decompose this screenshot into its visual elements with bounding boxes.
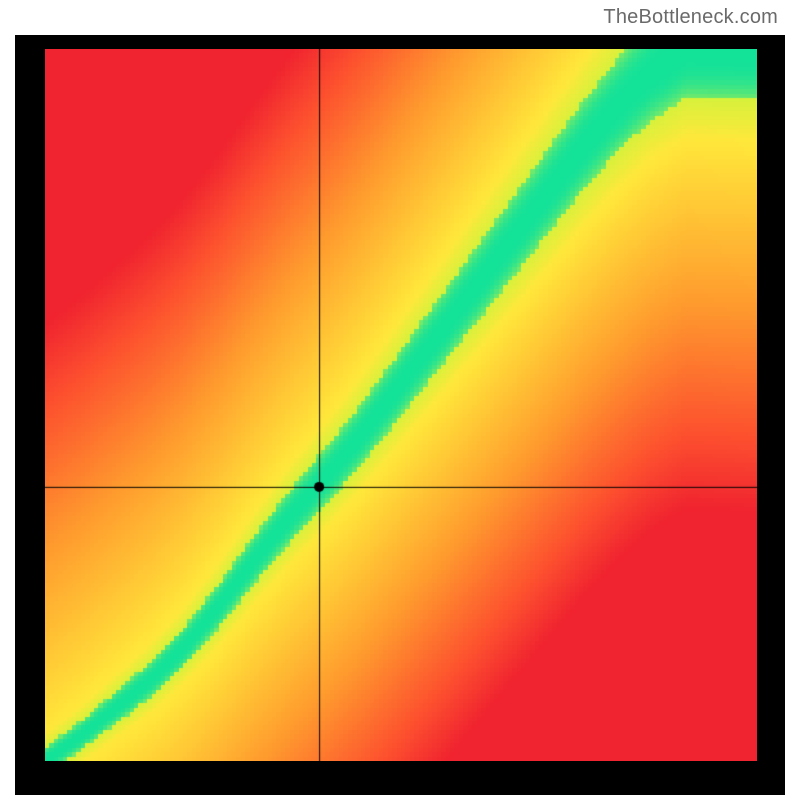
plot-frame	[15, 35, 785, 795]
watermark-text: TheBottleneck.com	[603, 6, 778, 29]
chart-container: TheBottleneck.com	[0, 0, 800, 800]
plot-area	[45, 49, 757, 761]
heatmap-canvas	[45, 49, 757, 761]
